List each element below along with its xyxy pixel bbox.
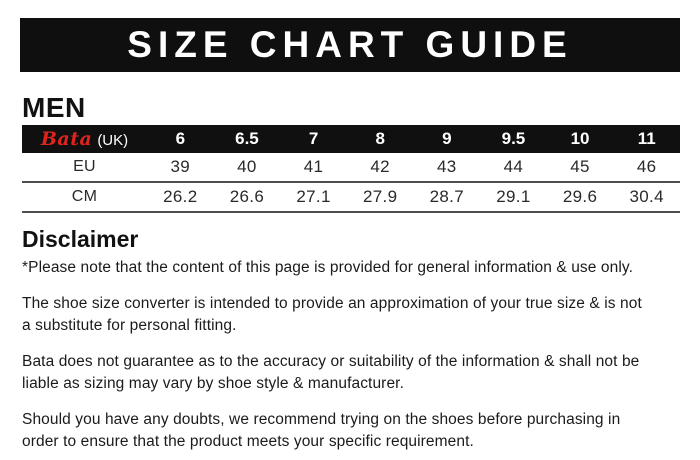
eu-row-label: EU bbox=[73, 158, 96, 175]
uk-size-cell: 9 bbox=[442, 129, 452, 148]
cm-size-cell: 29.1 bbox=[496, 187, 531, 206]
eu-size-cell: 40 bbox=[237, 157, 257, 176]
eu-size-cell: 41 bbox=[303, 157, 324, 176]
title-banner: SIZE CHART GUIDE bbox=[20, 18, 680, 72]
cm-size-cell: 27.9 bbox=[363, 187, 398, 206]
uk-size-cell: 6.5 bbox=[235, 129, 259, 148]
cm-size-cell: 26.6 bbox=[229, 187, 265, 206]
cm-size-row: CM 26.2 26.6 27.1 27.9 28.7 29.1 29.6 30… bbox=[22, 183, 680, 213]
eu-size-cell: 43 bbox=[437, 157, 457, 176]
eu-size-row: EU 39 40 41 42 43 44 45 46 bbox=[22, 153, 680, 183]
brand-header-cell: Bata (UK) bbox=[22, 128, 147, 150]
uk-size-cell: 11 bbox=[637, 129, 656, 148]
disclaimer-paragraph: *Please note that the content of this pa… bbox=[22, 259, 634, 276]
disclaimer-paragraph: The shoe size converter is intended to p… bbox=[22, 295, 642, 334]
table-header-row: Bata (UK) 6 6.5 7 8 9 9.5 10 11 bbox=[22, 125, 680, 153]
uk-size-cell: 6 bbox=[175, 129, 186, 148]
bata-logo: Bata bbox=[40, 128, 93, 150]
page-title: SIZE CHART GUIDE bbox=[127, 24, 573, 65]
uk-size-cell: 7 bbox=[308, 129, 319, 148]
cm-size-cell: 27.1 bbox=[296, 187, 331, 206]
disclaimer-paragraph: Should you have any doubts, we recommend… bbox=[22, 411, 621, 450]
disclaimer-section: Disclaimer *Please note that the content… bbox=[22, 226, 680, 453]
uk-size-cell: 9.5 bbox=[501, 129, 526, 148]
men-section-heading: MEN bbox=[22, 92, 86, 123]
cm-size-cell: 30.4 bbox=[629, 187, 664, 206]
uk-size-cell: 10 bbox=[570, 129, 590, 148]
eu-size-cell: 44 bbox=[503, 157, 524, 176]
eu-size-cell: 45 bbox=[570, 157, 590, 176]
cm-size-cell: 28.7 bbox=[429, 187, 464, 206]
uk-size-cell: 8 bbox=[375, 129, 385, 148]
cm-size-cell: 26.2 bbox=[163, 187, 198, 206]
eu-size-cell: 46 bbox=[636, 157, 657, 176]
disclaimer-paragraph: Bata does not guarantee as to the accura… bbox=[22, 353, 640, 392]
cm-row-label: CM bbox=[71, 188, 98, 205]
eu-size-cell: 39 bbox=[170, 157, 191, 176]
cm-size-cell: 29.6 bbox=[562, 187, 598, 206]
eu-size-cell: 42 bbox=[370, 157, 390, 176]
disclaimer-heading: Disclaimer bbox=[22, 226, 139, 252]
size-conversion-table: Bata (UK) 6 6.5 7 8 9 9.5 10 11 EU 39 40… bbox=[22, 125, 680, 213]
size-chart-page: SIZE CHART GUIDE MEN Bata (UK) 6 6.5 7 8… bbox=[0, 18, 700, 460]
uk-unit-label: (UK) bbox=[97, 132, 129, 149]
